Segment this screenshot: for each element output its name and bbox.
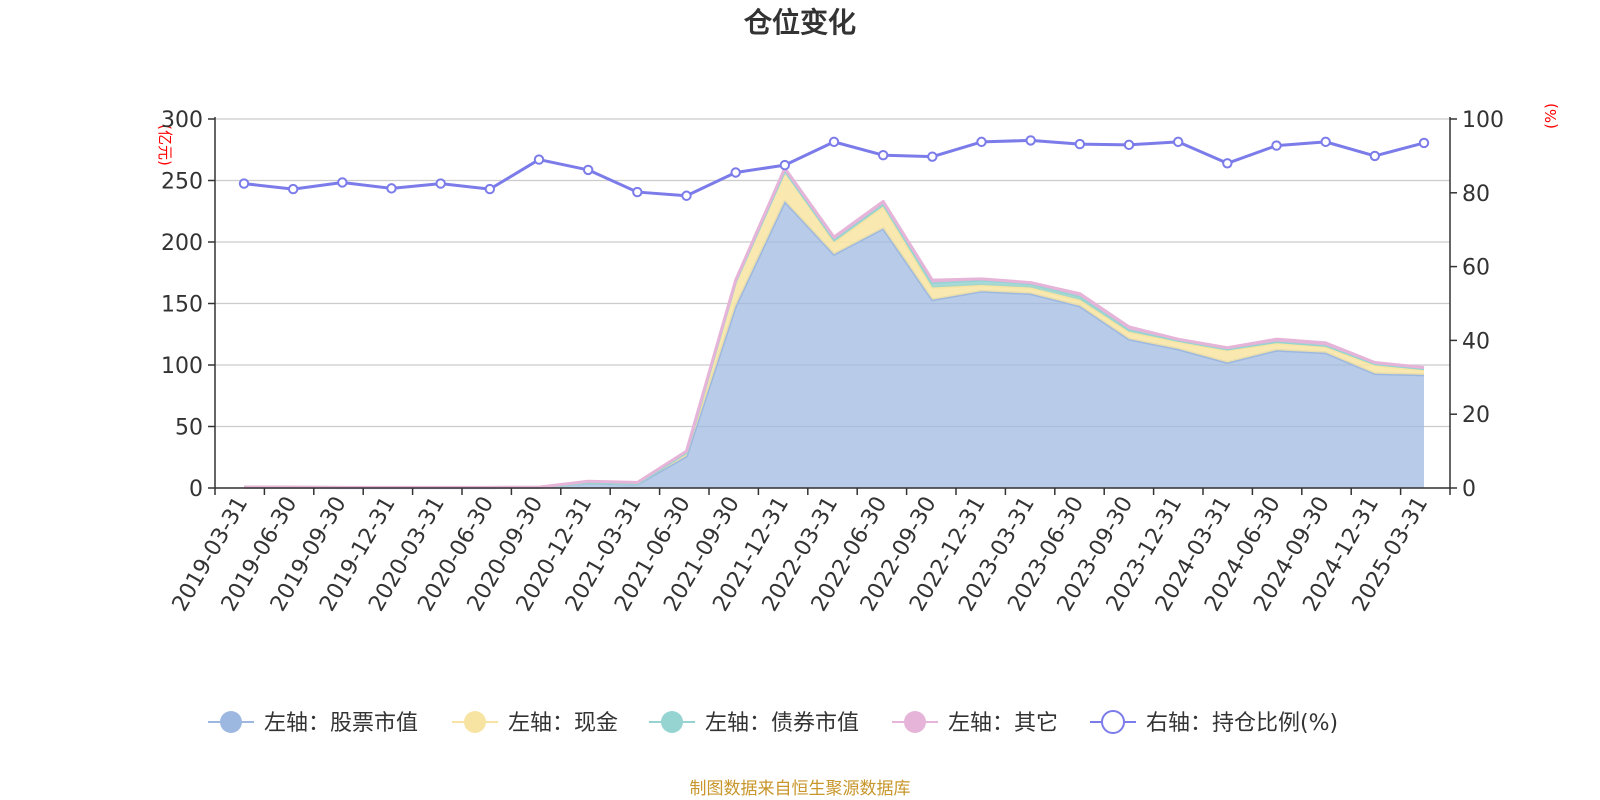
- legend-label: 左轴：股票市值: [264, 711, 418, 736]
- right-tick-label: 80: [1462, 182, 1490, 207]
- ratio-point[interactable]: [582, 164, 594, 176]
- left-tick-label: 50: [175, 416, 203, 441]
- stacked-areas: [244, 166, 1425, 490]
- right-axis-unit: (%): [1542, 103, 1560, 129]
- ratio-point[interactable]: [681, 190, 692, 201]
- chart-title: 仓位变化: [744, 6, 856, 39]
- legend-item[interactable]: 左轴：债券市值: [649, 711, 859, 736]
- right-tick-label: 20: [1462, 403, 1490, 428]
- ratio-point[interactable]: [1418, 137, 1430, 149]
- legend-item[interactable]: 左轴：股票市值: [208, 711, 418, 736]
- ratio-point[interactable]: [927, 151, 938, 162]
- left-tick-label: 250: [161, 170, 203, 195]
- ratio-point[interactable]: [976, 136, 987, 148]
- ratio-point[interactable]: [1320, 136, 1331, 148]
- legend-label: 左轴：债券市值: [705, 711, 859, 736]
- legend-item[interactable]: 右轴：持仓比例(%): [1090, 710, 1338, 736]
- left-tick-label: 150: [161, 293, 203, 318]
- ratio-point[interactable]: [287, 183, 299, 195]
- ratio-point[interactable]: [1172, 136, 1184, 148]
- ratio-point[interactable]: [533, 154, 545, 165]
- ratio-point[interactable]: [877, 149, 889, 161]
- legend[interactable]: 左轴：股票市值 左轴：现金 左轴：债券市值 左轴：其它 右轴：持仓比例(%): [208, 710, 1338, 736]
- legend-item[interactable]: 左轴：其它: [892, 711, 1058, 736]
- legend-circle-icon: [904, 711, 926, 733]
- data-source-note: 制图数据来自恒生聚源数据库: [690, 779, 911, 799]
- legend-item[interactable]: 左轴：现金: [452, 711, 618, 736]
- legend-label: 左轴：现金: [508, 711, 618, 736]
- ratio-point[interactable]: [828, 136, 840, 148]
- legend-circle-icon: [220, 711, 242, 733]
- ratio-point[interactable]: [435, 178, 446, 189]
- left-tick-label: 100: [161, 354, 203, 379]
- ratio-point[interactable]: [1123, 139, 1135, 151]
- ratio-point[interactable]: [1271, 140, 1282, 151]
- ratio-point[interactable]: [1074, 138, 1086, 150]
- ratio-point[interactable]: [386, 183, 397, 194]
- ratio-point[interactable]: [730, 167, 741, 178]
- legend-label: 左轴：其它: [948, 711, 1058, 736]
- ratio-point[interactable]: [779, 159, 791, 171]
- legend-circle-icon: [464, 711, 486, 733]
- left-tick-label: 300: [161, 108, 203, 133]
- left-axis-unit: (亿元): [156, 124, 174, 166]
- legend-circle-icon: [1101, 710, 1125, 734]
- ratio-point[interactable]: [1369, 150, 1381, 162]
- legend-circle-icon: [661, 711, 683, 733]
- ratio-point[interactable]: [238, 178, 250, 189]
- ratio-line: [238, 135, 1430, 201]
- area-0: [244, 201, 1424, 488]
- ratio-line-path: [243, 138, 1425, 198]
- right-tick-label: 100: [1462, 108, 1504, 133]
- right-tick-label: 40: [1462, 329, 1490, 354]
- ratio-point[interactable]: [1025, 135, 1036, 146]
- ratio-point[interactable]: [1222, 158, 1233, 169]
- left-tick-label: 200: [161, 231, 203, 256]
- left-tick-label: 0: [189, 477, 203, 502]
- ratio-point[interactable]: [337, 177, 348, 188]
- ratio-point[interactable]: [484, 183, 496, 195]
- legend-label: 右轴：持仓比例(%): [1146, 711, 1338, 736]
- right-tick-label: 0: [1462, 477, 1476, 502]
- right-tick-label: 60: [1462, 256, 1490, 281]
- ratio-point[interactable]: [632, 186, 643, 198]
